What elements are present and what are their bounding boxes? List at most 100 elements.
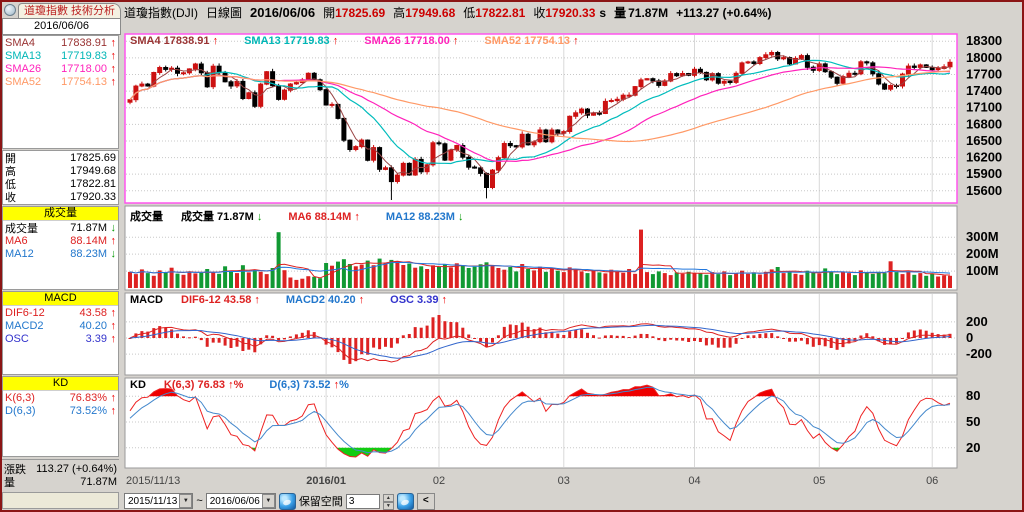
legend-item: D(6,3) 73.52 ↑% (269, 379, 349, 391)
sidebar-row: SMA52 17754.13 ↑ (5, 75, 116, 88)
volume-value: 71.87M (628, 5, 669, 20)
low-value: 17822.81 (475, 5, 526, 20)
legend-item: 成交量 71.87M ↓ (181, 211, 263, 223)
axis-label: 16500 (966, 133, 1002, 148)
axis-label: 200 (966, 314, 988, 329)
macd-panel-legend: MACD DIF6-12 43.58 ↑ MACD2 40.20 ↑ OSC 3.39… (130, 294, 473, 306)
volume-panel-legend: 成交量 成交量 71.87M ↓ MA6 88.14M ↑ MA12 88.23M ↓ (130, 208, 490, 224)
quote-sidebar: 道瓊指數 技術分析 2016/06/06 SMA4 17838.91 ↑ SMA13 1… (2, 2, 121, 509)
x-axis-label: 05 (813, 475, 825, 487)
legend-title: 成交量 (130, 211, 163, 223)
sidebar-row: MACD2 40.20 ↑ (5, 319, 116, 332)
legend-item: MA6 88.14M ↑ (288, 211, 360, 223)
keep-space-input[interactable]: 3 (345, 493, 380, 509)
quote-header: 道瓊指數(DJI) 日線圖 2016/06/06 開 17825.69 高 17… (124, 4, 1019, 21)
keep-space-label: 保留空間 (298, 496, 343, 508)
legend-title: KD (130, 379, 146, 391)
range-separator: ~ (196, 495, 203, 507)
hand-icon-button[interactable] (396, 492, 414, 510)
x-axis-label: 2016/01 (306, 475, 346, 487)
sidebar-row: 高 17949.68 (5, 164, 116, 178)
ohlc-values-box: 開 17825.69 高 17949.68 低 17822.81 收 17920.33 (2, 150, 119, 205)
volume-bars (128, 229, 952, 288)
chevron-down-icon[interactable]: ▼ (179, 494, 193, 508)
macd-series (128, 315, 952, 364)
sidebar-row: SMA26 17718.00 ↑ (5, 62, 116, 75)
keep-space-stepper[interactable]: ▲ ▼ (382, 493, 394, 510)
x-axis-label: 2015/11/13 (126, 475, 180, 487)
step-down-icon[interactable]: ▼ (382, 501, 394, 510)
legend-item: K(6,3) 76.83 ↑% (163, 379, 244, 391)
quote-date: 2016/06/06 (2, 18, 121, 35)
tab-technical-analysis[interactable]: 道瓊指數 技術分析 (18, 2, 121, 18)
legend-item: SMA13 17719.83 ↑ (244, 35, 339, 47)
open-value: 17825.69 (335, 5, 386, 20)
section-title: MACD (3, 292, 118, 306)
sidebar-row: 開 17825.69 (5, 151, 116, 165)
x-axis-label: 04 (688, 475, 700, 487)
window-menu-button[interactable] (4, 4, 16, 16)
change-summary: 漲跌 113.27 (+0.64%) 量 71.87M (2, 459, 119, 489)
open-label: 開 (323, 6, 336, 20)
sma-values-box: SMA4 17838.91 ↑ SMA13 17719.83 ↑ SMA26 17718.00… (2, 35, 119, 149)
range-toolbar: 2015/11/13 ▼ ~ 2016/06/06 ▼ 保留空間 3 ▲ ▼ < (124, 492, 1019, 510)
legend-item: DIF6-12 43.58 ↑ (181, 294, 260, 306)
sidebar-row: 成交量 71.87M ↓ (5, 221, 116, 235)
kd-values-box: KD K(6,3) 76.83% ↑ D(6,3) 73.52% ↑ (2, 376, 119, 457)
range-to-value: 2016/06/06 (209, 495, 260, 507)
x-axis-label: 02 (433, 475, 445, 487)
axis-label: 100M (966, 263, 999, 278)
macd-values-box: MACD DIF6-12 43.58 ↑ MACD2 40.20 ↑ OSC 3.39 ↑ (2, 291, 119, 375)
chevron-down-icon[interactable]: ▼ (261, 494, 275, 508)
section-title: KD (3, 377, 118, 391)
close-value: 17920.33 (545, 5, 596, 20)
volume-label: 量 (614, 6, 627, 20)
axis-label: 17700 (966, 66, 1002, 81)
axis-label: 20 (966, 440, 980, 455)
axis-label: -200 (966, 346, 992, 361)
section-title: 成交量 (3, 207, 118, 221)
tab-bar: 道瓊指數 技術分析 (2, 2, 121, 18)
sidebar-row: SMA4 17838.91 ↑ (5, 36, 116, 49)
sidebar-row: MA6 88.14M ↑ (5, 234, 116, 247)
high-label: 高 (393, 6, 406, 20)
axis-label: 80 (966, 388, 980, 403)
sidebar-row: K(6,3) 76.83% ↑ (5, 391, 116, 404)
high-value: 17949.68 (405, 5, 456, 20)
sidebar-row: DIF6-12 43.58 ↑ (5, 306, 116, 319)
status-box (2, 492, 119, 509)
axis-label: 17400 (966, 83, 1002, 98)
legend-title: MACD (130, 294, 163, 306)
sidebar-row: SMA13 17719.83 ↑ (5, 49, 116, 62)
session-flag: s (599, 5, 607, 20)
legend-item: SMA4 17838.91 ↑ (130, 35, 219, 47)
axis-label: 15900 (966, 166, 1002, 181)
sidebar-row: 收 17920.33 (5, 190, 116, 204)
candles-layer (127, 50, 953, 200)
axis-label: 18300 (966, 33, 1002, 48)
volume-values-box: 成交量 成交量 71.87M ↓ MA6 88.14M ↑ MA12 88.23M ↓ (2, 206, 119, 290)
sidebar-row: D(6,3) 73.52% ↑ (5, 404, 116, 417)
axis-label: 16800 (966, 116, 1002, 131)
range-to-dropdown[interactable]: 2016/06/06 ▼ (205, 493, 276, 509)
hand-icon-button[interactable] (278, 492, 296, 510)
range-from-dropdown[interactable]: 2015/11/13 ▼ (124, 493, 194, 509)
legend-item: SMA26 17718.00 ↑ (364, 35, 459, 47)
step-up-icon[interactable]: ▲ (382, 493, 394, 502)
legend-item: MACD2 40.20 ↑ (285, 294, 365, 306)
sidebar-row: MA12 88.23M ↓ (5, 247, 116, 260)
sidebar-row: OSC 3.39 ↑ (5, 332, 116, 345)
kd-panel-legend: KD K(6,3) 76.83 ↑% D(6,3) 73.52 ↑% (130, 379, 375, 391)
axis-label: 15600 (966, 183, 1002, 198)
close-label: 收 (533, 6, 546, 20)
axis-label: 50 (966, 414, 980, 429)
x-axis-label: 03 (558, 475, 570, 487)
scroll-left-button[interactable]: < (416, 492, 435, 510)
quote-header-date: 2016/06/06 (250, 5, 316, 20)
axis-label: 200M (966, 246, 999, 261)
legend-item: SMA52 17754.13 ↑ (484, 35, 579, 47)
axis-label: 16200 (966, 150, 1002, 165)
sidebar-row: 量 71.87M (4, 475, 117, 489)
